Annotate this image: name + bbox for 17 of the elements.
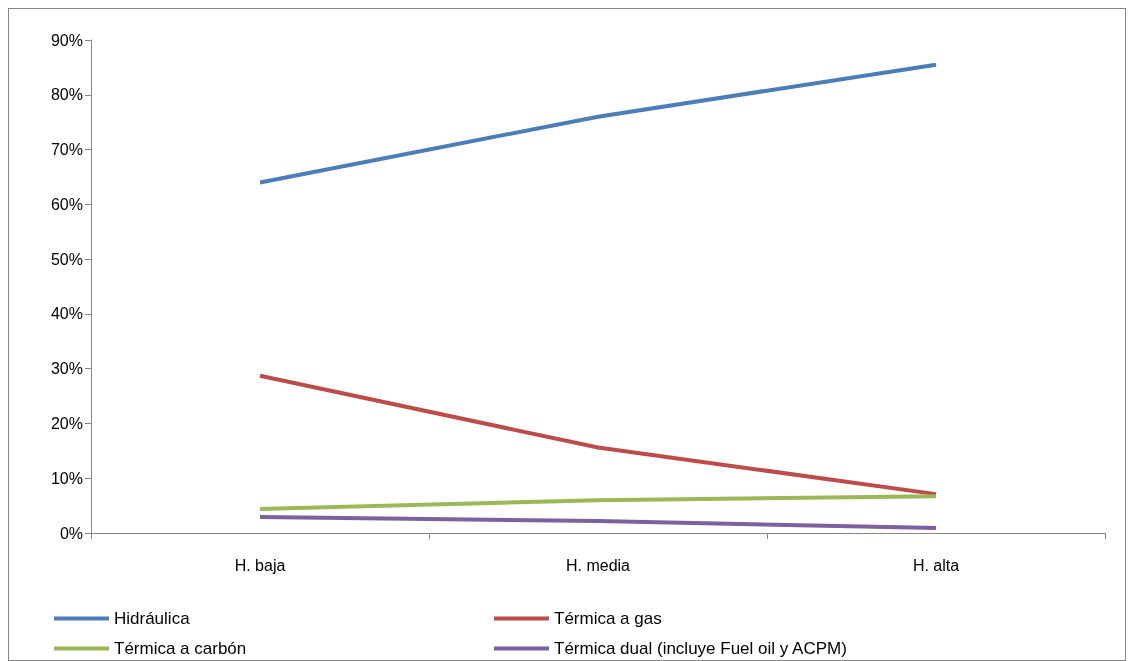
y-tick-label: 70%: [50, 141, 83, 159]
y-tick-label: 0%: [59, 524, 83, 542]
legend-label: Térmica a gas: [554, 609, 662, 628]
x-tick-label: H. baja: [234, 556, 286, 574]
y-tick-label: 30%: [50, 360, 83, 378]
y-tick-label: 60%: [50, 195, 83, 213]
y-tick-label: 50%: [50, 250, 83, 268]
y-tick-label: 20%: [50, 414, 83, 432]
x-tick-label: H. alta: [912, 556, 960, 574]
y-tick-label: 10%: [50, 469, 83, 487]
legend-label: Térmica a carbón: [114, 639, 247, 658]
y-tick-label: 90%: [50, 31, 83, 49]
legend-label: Hidráulica: [114, 609, 191, 628]
x-tick-label: H. media: [565, 556, 631, 574]
y-tick-label: 80%: [50, 86, 83, 104]
legend-label: Térmica dual (incluye Fuel oil y ACPM): [554, 639, 847, 658]
y-tick-label: 40%: [50, 305, 83, 323]
